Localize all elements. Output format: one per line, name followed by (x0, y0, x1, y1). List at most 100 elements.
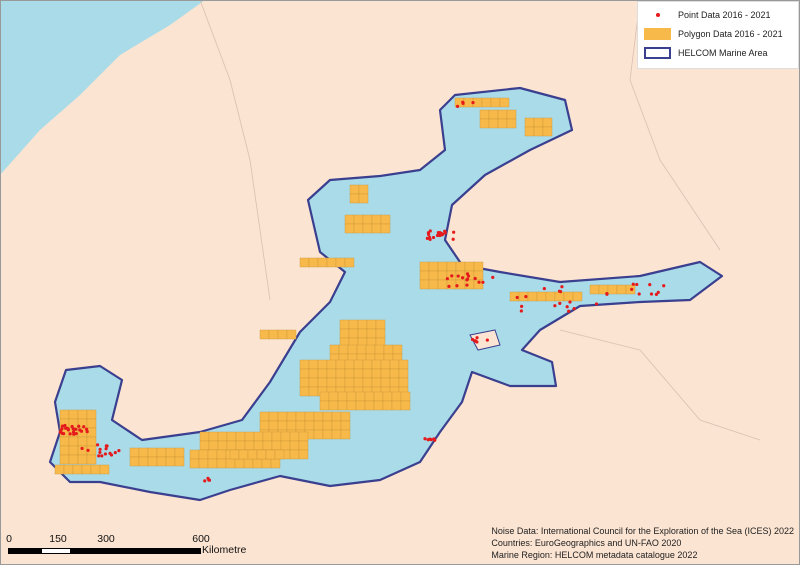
polygon-data-cell (353, 359, 364, 370)
polygon-data-cell (339, 328, 350, 339)
polygon-data-cell (371, 223, 382, 234)
polygon-data-cell (299, 368, 310, 379)
point-data-marker (558, 301, 562, 305)
polygon-data-cell (326, 257, 337, 268)
polygon-data-cell (419, 270, 430, 281)
polygon-data-cell (277, 420, 288, 431)
polygon-data-cell (344, 368, 355, 379)
point-data-marker (460, 276, 465, 280)
point-data-marker (436, 230, 440, 235)
polygon-data-cell (337, 400, 348, 411)
polygon-data-cell (524, 126, 535, 137)
credit-marine-region: Marine Region: HELCOM metadata catalogue… (491, 550, 698, 560)
polygon-data-cell (524, 117, 535, 128)
polygon-data-cell (357, 319, 368, 330)
polygon-data-cell (355, 391, 366, 402)
helcom-marine-area (48, 86, 724, 502)
polygon-data-cell (322, 420, 333, 431)
country-border-sweden-norway (199, 0, 271, 301)
polygon-data-cell (389, 359, 400, 370)
polygon-data-cell (289, 440, 300, 451)
polygon-data-cell (319, 391, 330, 402)
polygon-data-cell (419, 279, 430, 290)
legend-item-point-data: Point Data 2016 - 2021 (644, 9, 771, 20)
polygon-data-cell (216, 449, 227, 460)
point-data-marker (72, 432, 76, 436)
point-data-marker (542, 286, 546, 291)
polygon-data-cell (189, 449, 200, 460)
polygon-data-cell (261, 458, 272, 469)
polygon-data-cell (147, 456, 158, 467)
polygon-data-cell (419, 261, 430, 272)
polygon-data-cell (382, 400, 393, 411)
point-data-marker (71, 427, 75, 431)
polygon-data-cell (262, 440, 273, 451)
scale-unit: Kilometre (202, 544, 247, 556)
polygon-data-cell (270, 458, 281, 469)
polygon-data-cell (353, 368, 364, 379)
polygon-data-cell (335, 368, 346, 379)
polygon-data-cell (375, 319, 386, 330)
polygon-data-cell (348, 328, 359, 339)
polygon-data-cell (353, 377, 364, 388)
point-data-marker (428, 235, 432, 240)
polygon-data-cell (400, 400, 411, 411)
polygon-data-cell (499, 97, 510, 108)
polygon-data-cell (607, 284, 618, 295)
polygon-data-cell (244, 440, 255, 451)
polygon-data-cell (326, 377, 337, 388)
polygon-data-cell (380, 223, 391, 234)
map-legend: Point Data 2016 - 2021 Polygon Data 2016… (637, 1, 799, 69)
polygon-data-cell (217, 440, 228, 451)
polygon-data-cell (479, 118, 490, 129)
polygon-data-cell (217, 431, 228, 442)
polygon-data-cell (253, 431, 264, 442)
polygon-data-cell (308, 386, 319, 397)
polygon-data-cell (371, 368, 382, 379)
polygon-data-cell (329, 344, 340, 355)
polygon-data-cell (207, 458, 218, 469)
point-data-marker (86, 448, 90, 452)
polygon-data-cell (344, 359, 355, 370)
point-data-marker (491, 275, 495, 279)
polygon-data-cell (358, 193, 369, 204)
polygon-data-cell (235, 431, 246, 442)
point-data-marker (481, 280, 485, 284)
polygon-data-cell (77, 409, 88, 420)
polygon-data-cell (344, 377, 355, 388)
polygon-data-cell (317, 257, 328, 268)
polygon-data-cell (138, 456, 149, 467)
polygon-data-cell (252, 458, 263, 469)
point-data-marker (594, 302, 599, 306)
polygon-data-cell (533, 126, 544, 137)
polygon-data-cell (308, 377, 319, 388)
point-data-marker (203, 479, 207, 483)
polygon-data-cell (340, 429, 351, 440)
polygon-data-cell (389, 368, 400, 379)
polygon-data-cell (326, 359, 337, 370)
point-data-marker (100, 454, 104, 458)
polygon-data-cell (490, 97, 501, 108)
polygon-data-cell (362, 214, 373, 225)
polygon-data-cell (268, 329, 279, 340)
point-data-marker (656, 290, 660, 294)
polygon-data-cell (156, 447, 167, 458)
polygon-data-cell (286, 411, 297, 422)
polygon-data-cell (428, 279, 439, 290)
point-data-marker (63, 423, 67, 428)
polygon-data-cell (328, 400, 339, 411)
polygon-data-cell (398, 359, 409, 370)
polygon-data-cell (400, 391, 411, 402)
point-data-marker (59, 429, 63, 433)
polygon-data-cell (322, 429, 333, 440)
point-data-marker (455, 284, 459, 288)
point-data-marker (470, 337, 475, 342)
polygon-data-cell (298, 431, 309, 442)
polygon-data-cell (346, 400, 357, 411)
point-data-marker (423, 437, 427, 441)
polygon-data-cell (337, 391, 348, 402)
point-data-marker (524, 294, 528, 299)
polygon-data-cell (563, 291, 574, 302)
polygon-data-cell (277, 329, 288, 340)
